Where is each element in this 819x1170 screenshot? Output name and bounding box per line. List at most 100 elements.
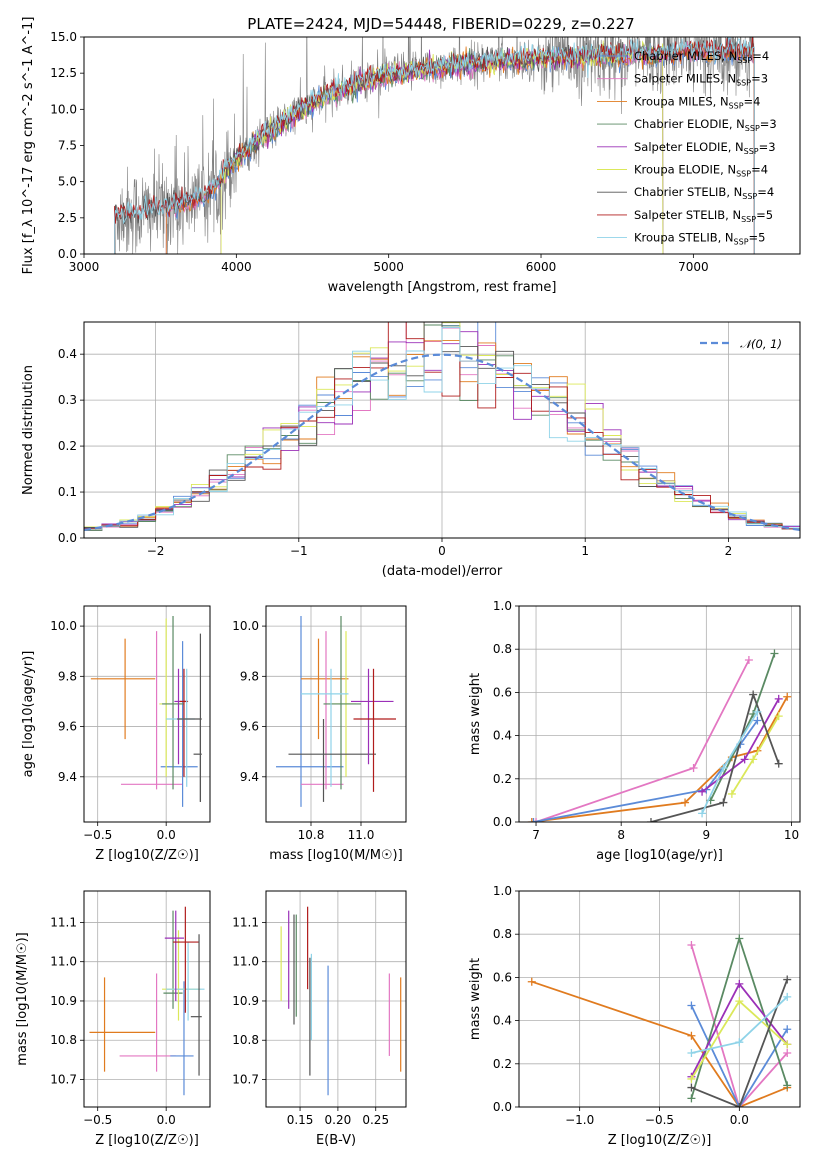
x-tick-label: −0.5	[83, 828, 112, 842]
errorbar-point	[119, 973, 176, 1072]
x-axis-label: mass [log10(M/M☉)]	[269, 848, 402, 863]
mass-weight-age-panel: 7 8 9 10 0.0 0.2 0.4 0.6 0.8 1.0 age [log10(age/yr…	[468, 599, 801, 863]
y-axis-label: mass [log10(M/M☉)]	[15, 932, 30, 1065]
errorbar-point	[162, 616, 184, 790]
y-tick-label: 9.6	[58, 720, 77, 734]
y-tick-label: 10.9	[232, 994, 259, 1008]
legend-entry: Salpeter ELODIE, NSSP=3	[634, 140, 776, 156]
y-tick-label: 0.0	[493, 1100, 512, 1114]
y-axis-label: Normed distribution	[21, 365, 36, 495]
y-tick-label: 0.0	[58, 531, 77, 545]
y-tick-label: 9.8	[240, 669, 259, 683]
y-tick-label: 11.0	[50, 955, 77, 969]
data-marker	[527, 818, 536, 822]
x-tick-label: 10	[784, 828, 799, 842]
y-tick-label: 0.2	[493, 1057, 512, 1071]
data-marker	[527, 977, 536, 986]
y-tick-label: 9.6	[240, 720, 259, 734]
data-marker	[687, 941, 696, 949]
legend-entry: Chabrier STELIB, NSSP=4	[634, 185, 774, 201]
plot-area	[89, 906, 205, 1096]
data-marker	[783, 1081, 792, 1090]
y-tick-label: 10.0	[50, 102, 77, 116]
data-marker	[681, 798, 690, 807]
plot-area	[84, 322, 800, 538]
weight-series	[687, 992, 792, 1057]
data-marker	[719, 798, 728, 807]
data-marker	[735, 997, 744, 1006]
errorbar-point	[323, 616, 361, 790]
y-axis-label: mass weight	[468, 958, 483, 1040]
y-axis-label: mass weight	[468, 673, 483, 755]
y-tick-label: 11.1	[232, 915, 259, 929]
data-marker	[687, 1083, 696, 1092]
data-marker	[735, 979, 744, 988]
y-tick-label: 11.0	[232, 955, 259, 969]
data-marker	[753, 707, 762, 716]
data-marker	[783, 1049, 792, 1057]
spectrum-legend: Chabrier MILES, NSSP=4 Salpeter MILES, NS…	[597, 49, 777, 247]
y-tick-label: 9.4	[240, 770, 259, 784]
y-tick-label: 10.9	[50, 994, 77, 1008]
y-tick-label: 0.0	[493, 815, 512, 829]
y-tick-label: 0.4	[493, 1014, 512, 1028]
x-tick-label: 7000	[678, 260, 709, 274]
x-tick-label: 0	[438, 544, 446, 558]
data-marker	[735, 1103, 744, 1107]
data-marker	[783, 1025, 792, 1034]
y-tick-label: 9.4	[58, 770, 77, 784]
x-axis-label: Z [log10(Z/Z☉)]	[608, 1133, 712, 1148]
x-tick-label: 8	[617, 828, 625, 842]
mass-age-panel: 10.8 11.0 9.4 9.6 9.8 10.0 mass [log10(M/M☉)]	[232, 605, 407, 863]
legend-entry: Salpeter MILES, NSSP=3	[634, 72, 768, 88]
x-tick-label: −0.5	[83, 1113, 112, 1127]
plot-area	[276, 616, 396, 807]
x-tick-label: 2	[725, 544, 733, 558]
x-tick-label: 0.0	[157, 1113, 176, 1127]
errorbar-point	[190, 934, 202, 1076]
y-tick-label: 12.5	[50, 66, 77, 80]
data-marker	[687, 1049, 696, 1057]
normal-curve	[84, 353, 800, 531]
data-marker	[774, 694, 783, 703]
plot-area	[527, 934, 792, 1107]
histogram-steps	[84, 322, 800, 538]
y-tick-label: 0.3	[58, 393, 77, 407]
extinction-mass-panel: 0.15 0.20 0.25 10.7 10.8 10.9 11.0 11.1 E(B-V)	[232, 890, 407, 1148]
axes-frame	[265, 890, 407, 1108]
histogram-legend: 𝒩(0, 1)	[700, 337, 782, 351]
y-tick-label: 1.0	[493, 884, 512, 898]
x-axis-label: Z [log10(Z/Z☉)]	[95, 1133, 199, 1148]
y-tick-label: 10.7	[232, 1073, 259, 1087]
data-marker	[749, 755, 758, 764]
data-marker	[532, 818, 541, 822]
weight-series	[698, 694, 783, 796]
histogram-steps	[84, 326, 800, 538]
spectrum-title: PLATE=2424, MJD=54448, FIBERID=0229, z=0…	[247, 15, 634, 33]
weight-series	[727, 712, 783, 798]
data-marker	[770, 649, 779, 658]
weight-line	[690, 944, 788, 1107]
weight-series	[532, 656, 753, 822]
errorbar-point	[276, 616, 344, 807]
legend-entry: Chabrier MILES, NSSP=4	[634, 49, 769, 65]
data-marker	[698, 809, 707, 818]
data-marker	[783, 975, 792, 984]
x-tick-label: 3000	[69, 260, 100, 274]
y-tick-label: 0.2	[58, 439, 77, 453]
axes-frame	[518, 605, 801, 823]
x-tick-label: 0.15	[287, 1113, 314, 1127]
x-tick-label: 11.0	[348, 828, 375, 842]
data-marker	[735, 1038, 744, 1047]
weight-series	[687, 997, 792, 1083]
data-marker	[529, 818, 538, 822]
x-tick-label: 4000	[221, 260, 252, 274]
data-marker	[753, 716, 762, 725]
data-marker	[687, 1094, 696, 1103]
y-tick-label: 11.1	[50, 915, 77, 929]
y-tick-label: 0.4	[58, 347, 77, 361]
residual-histogram-panel: −2 −1 0 1 2 0.0 0.1 0.2 0.3 0.4 (data-model)/error…	[21, 321, 801, 579]
legend-entry: Chabrier ELODIE, NSSP=3	[634, 117, 777, 133]
mass-weight-metallicity-panel: −1.0 −0.5 0.0 0.0 0.2 0.4 0.6 0.8 1.0 Z [log10(Z/…	[468, 884, 801, 1148]
